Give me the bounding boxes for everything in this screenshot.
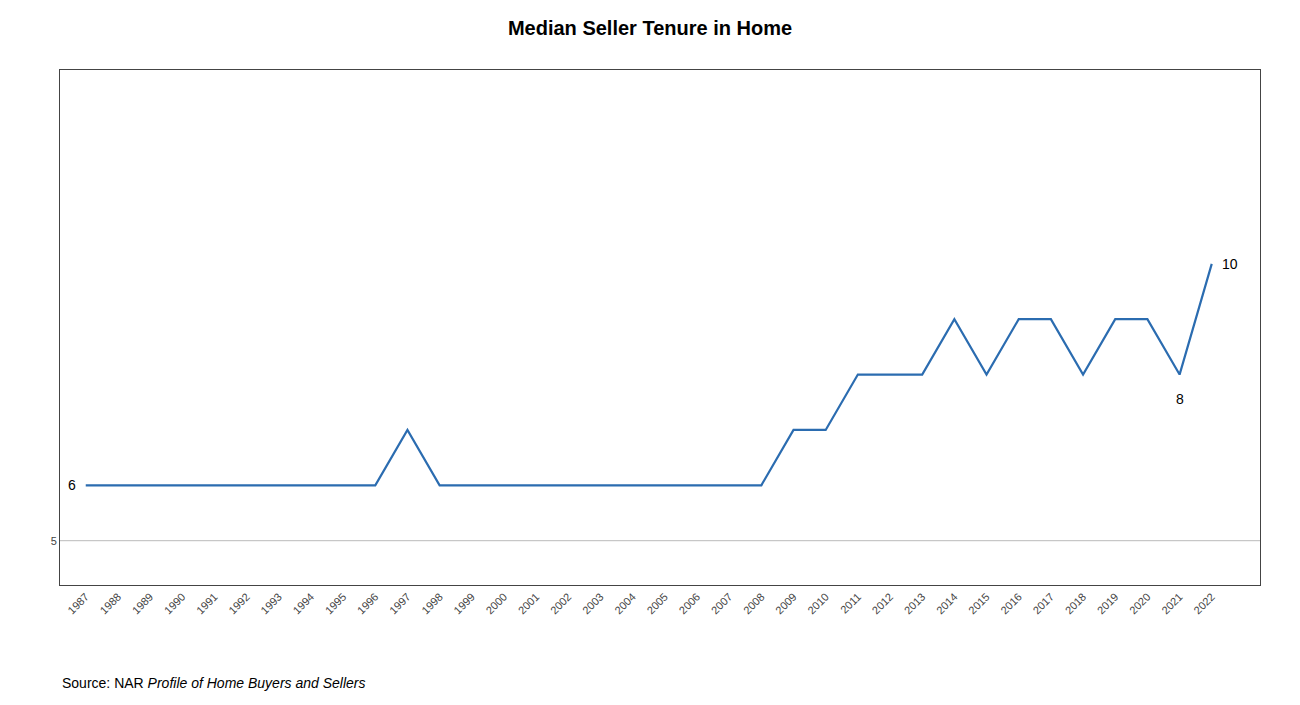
svg-text:5: 5: [51, 535, 57, 547]
svg-text:2007: 2007: [709, 591, 735, 617]
svg-text:2000: 2000: [483, 591, 509, 617]
svg-text:2008: 2008: [741, 591, 767, 617]
svg-text:2004: 2004: [612, 591, 638, 617]
svg-text:2006: 2006: [677, 591, 703, 617]
svg-text:1995: 1995: [323, 591, 349, 617]
svg-text:1992: 1992: [226, 591, 252, 617]
svg-text:1994: 1994: [290, 591, 316, 617]
svg-text:2005: 2005: [644, 591, 670, 617]
svg-text:2018: 2018: [1063, 591, 1089, 617]
svg-text:2019: 2019: [1095, 591, 1121, 617]
svg-text:1991: 1991: [194, 591, 220, 617]
svg-text:1990: 1990: [162, 591, 188, 617]
svg-text:2001: 2001: [516, 591, 542, 617]
svg-text:2022: 2022: [1191, 591, 1217, 617]
svg-text:10: 10: [1222, 256, 1238, 272]
svg-text:1997: 1997: [387, 591, 413, 617]
svg-text:2002: 2002: [548, 591, 574, 617]
svg-text:2015: 2015: [966, 591, 992, 617]
svg-text:2010: 2010: [805, 591, 831, 617]
svg-text:1996: 1996: [355, 591, 381, 617]
svg-text:2012: 2012: [870, 591, 896, 617]
svg-text:1999: 1999: [451, 591, 477, 617]
svg-text:1989: 1989: [130, 591, 156, 617]
svg-text:2013: 2013: [902, 591, 928, 617]
svg-text:2021: 2021: [1159, 591, 1185, 617]
svg-text:6: 6: [68, 477, 76, 493]
svg-text:2011: 2011: [838, 591, 863, 616]
svg-text:2003: 2003: [580, 591, 606, 617]
svg-text:2009: 2009: [773, 591, 799, 617]
svg-text:2017: 2017: [1030, 591, 1056, 617]
svg-text:1988: 1988: [97, 591, 123, 617]
svg-text:1998: 1998: [419, 591, 445, 617]
svg-text:1987: 1987: [65, 591, 91, 617]
svg-text:2020: 2020: [1127, 591, 1153, 617]
svg-text:1993: 1993: [258, 591, 284, 617]
svg-text:2014: 2014: [934, 591, 960, 617]
svg-text:8: 8: [1176, 391, 1184, 407]
svg-text:2016: 2016: [998, 591, 1024, 617]
svg-text:Median Seller Tenure in Home: Median Seller Tenure in Home: [508, 17, 792, 39]
svg-text:Source: NAR Profile of Home Bu: Source: NAR Profile of Home Buyers and S…: [62, 675, 365, 691]
